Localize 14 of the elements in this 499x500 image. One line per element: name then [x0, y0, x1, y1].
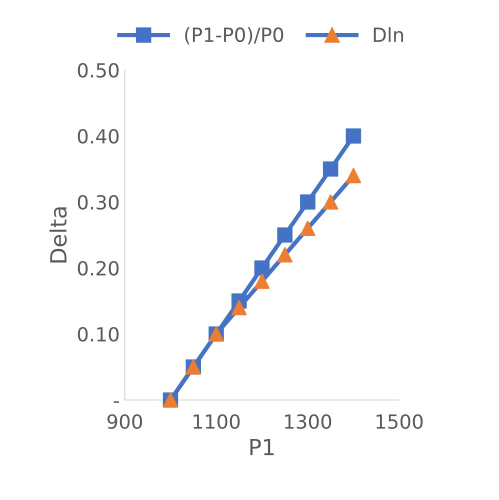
x-tick-label: 1300	[285, 414, 332, 429]
y-axis-title: Delta	[50, 207, 67, 262]
y-tick-label: 0.30	[78, 194, 119, 210]
x-tick-label: 1100	[194, 414, 240, 429]
x-tick-label: 900	[107, 414, 142, 429]
y-tick-label: 0.20	[78, 260, 119, 276]
y-tick-label: 0.50	[78, 62, 119, 78]
legend-label: (P1-P0)/P0	[185, 27, 284, 44]
x-axis-title: P1	[250, 438, 274, 456]
y-tick-label: 0.10	[78, 326, 119, 342]
y-tick-label: -	[114, 401, 119, 403]
x-tick-label: 1500	[376, 414, 423, 429]
legend-label: Dln	[374, 27, 404, 42]
y-tick-label: 0.40	[78, 128, 119, 144]
